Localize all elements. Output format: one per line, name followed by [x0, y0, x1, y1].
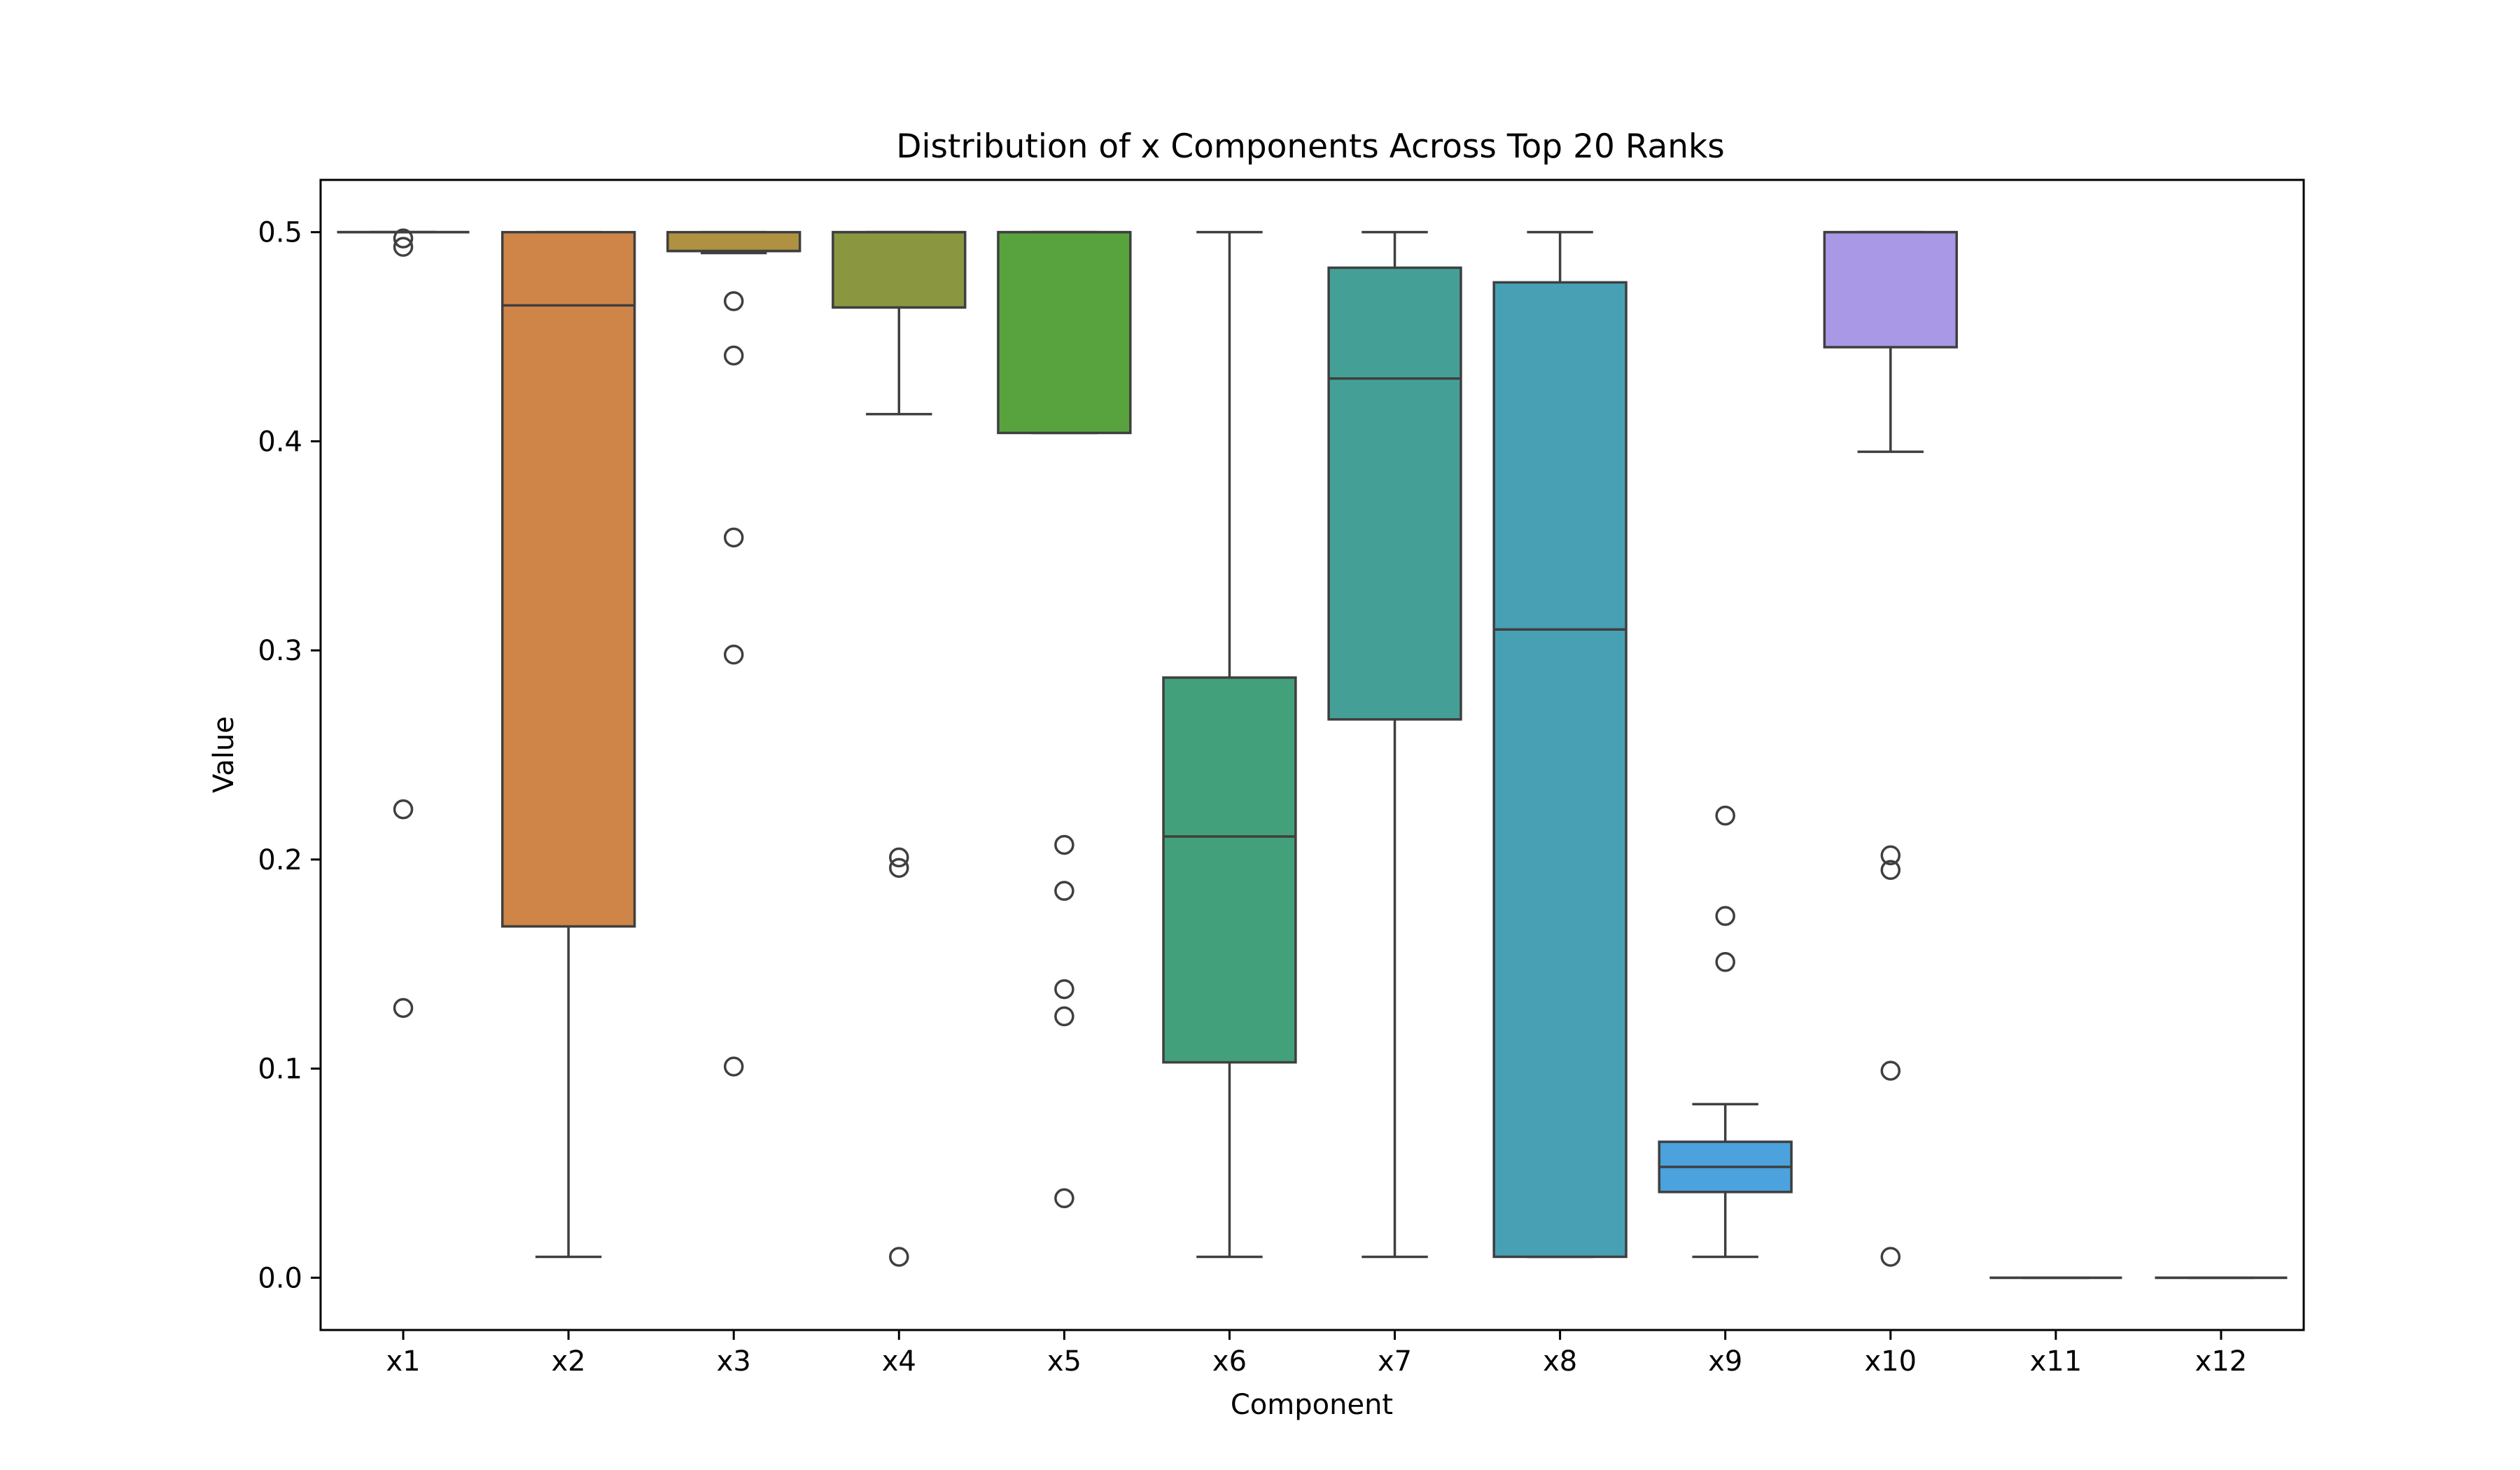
x-tick-label: x10 — [1865, 1345, 1917, 1378]
outlier-point — [1880, 1247, 1901, 1267]
x-tick-label: x6 — [1212, 1345, 1247, 1378]
box-x10 — [1823, 230, 1958, 1267]
outlier-point — [1880, 845, 1901, 866]
iqr-box — [1823, 230, 1958, 349]
x-tick-label: x2 — [552, 1345, 586, 1378]
iqr-box — [832, 230, 967, 309]
x-tick-label: x11 — [2030, 1345, 2082, 1378]
plot-area — [337, 228, 2288, 1280]
outlier-point — [1054, 881, 1074, 901]
y-tick-label: 0.1 — [258, 1054, 302, 1086]
outlier-point — [889, 847, 909, 868]
x-axis: x1 x2 x3 x4 x5 x6 x7 x8 x9 x10 x11 x12 — [386, 1330, 2247, 1378]
y-axis-label: Value — [208, 716, 240, 793]
box-x9 — [1658, 805, 1793, 1259]
outlier-point — [1054, 834, 1074, 855]
y-tick-label: 0.0 — [258, 1262, 302, 1294]
outlier-point — [1880, 860, 1901, 881]
y-tick-label: 0.5 — [258, 217, 302, 249]
x-tick-label: x8 — [1543, 1345, 1577, 1378]
iqr-box — [500, 230, 636, 928]
x-tick-label: x12 — [2195, 1345, 2248, 1378]
x-axis-label: Component — [1231, 1389, 1393, 1421]
outlier-point — [1054, 979, 1074, 1000]
outlier-point — [889, 858, 909, 878]
iqr-box — [666, 230, 802, 253]
box-x6 — [1162, 230, 1297, 1259]
outlier-point — [393, 997, 414, 1018]
outlier-point — [1715, 951, 1735, 972]
y-tick-label: 0.2 — [258, 844, 302, 876]
outlier-point — [393, 799, 414, 820]
iqr-box — [1492, 281, 1628, 1259]
x-tick-label: x3 — [717, 1345, 751, 1378]
y-axis: 0.0 0.1 0.2 0.3 0.4 0.5 — [258, 217, 321, 1294]
x-tick-label: x4 — [882, 1345, 916, 1378]
outlier-point — [723, 644, 744, 665]
plot-frame — [319, 178, 2305, 1331]
x-tick-label: x9 — [1708, 1345, 1742, 1378]
outlier-point — [1054, 1188, 1074, 1209]
iqr-box — [1327, 266, 1462, 721]
outlier-point — [393, 228, 414, 248]
box-x3 — [666, 230, 802, 1077]
outlier-point — [1715, 906, 1735, 926]
outlier-point — [1054, 1006, 1074, 1027]
outlier-point — [723, 345, 744, 366]
outlier-point — [1880, 1060, 1901, 1081]
box-x1 — [337, 228, 470, 1018]
outlier-point — [723, 1056, 744, 1077]
box-x8 — [1492, 230, 1628, 1259]
outlier-point — [723, 291, 744, 312]
outlier-point — [1715, 805, 1735, 826]
outlier-point — [723, 527, 744, 548]
chart-title: Distribution of x Components Across Top … — [896, 127, 1724, 166]
box-x5 — [997, 230, 1132, 1209]
x-tick-label: x1 — [386, 1345, 420, 1378]
box-x7 — [1327, 230, 1462, 1259]
outlier-point — [889, 1247, 909, 1267]
y-tick-label: 0.3 — [258, 635, 302, 667]
y-tick-label: 0.4 — [258, 426, 302, 458]
iqr-box — [997, 230, 1132, 435]
box-x2 — [500, 230, 636, 1259]
x-tick-label: x7 — [1378, 1345, 1412, 1378]
box-x4 — [832, 230, 967, 1267]
outlier-point — [393, 237, 414, 257]
x-tick-label: x5 — [1047, 1345, 1082, 1378]
iqr-box — [1162, 676, 1297, 1064]
